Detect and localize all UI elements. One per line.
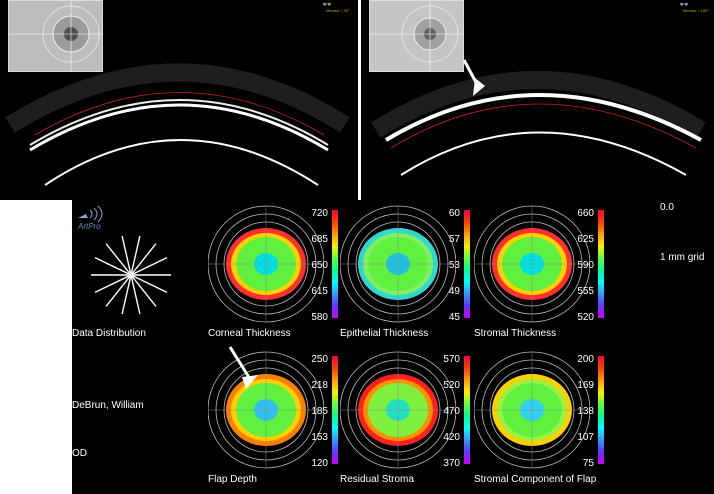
median-label-left: Median = 90° [326,8,350,13]
oct-scan-right: 👓 Median = 180° [361,0,714,200]
colorbar-tick: 685 [311,234,328,245]
scan-thumbnail-right [369,0,464,72]
colorbar-tick: 45 [448,312,460,323]
star-ray [105,274,132,307]
artpro-logo: ArtPro [77,205,103,231]
colorbar-tick: 520 [443,380,460,391]
colorbar-tick: 520 [577,312,594,323]
eye-label: OD [72,448,87,459]
stromal-component-of-flap-colorbar [598,356,604,464]
colorbar-tick: 138 [577,406,594,417]
corneal-thickness-colorbar [332,210,338,318]
star-ray [130,274,168,294]
colorbar-tick: 625 [577,234,594,245]
colorbar-tick: 650 [311,260,328,271]
flap-depth-map[interactable] [208,350,324,470]
colorbar-tick: 420 [443,432,460,443]
colorbar-tick: 615 [311,286,328,297]
colorbar-tick: 470 [443,406,460,417]
data-distribution-label: Data Distribution [72,328,146,339]
grid-label: 1 mm grid [660,252,705,263]
epithelial-thickness-colorbar [464,210,470,318]
colorbar-tick: 49 [448,286,460,297]
scale-value: 0.0 [660,202,674,213]
colorbar-tick: 570 [443,354,460,365]
star-ray [130,274,157,307]
stromal-thickness-map[interactable] [474,204,590,324]
star-ray [105,243,132,276]
data-distribution-star [91,235,171,315]
colorbar-tick: 57 [448,234,460,245]
colorbar-tick: 720 [311,208,328,219]
epithelial-thickness-label: Epithelial Thickness [340,328,429,339]
colorbar-tick: 120 [311,458,328,469]
scan-thumbnail-left [8,0,103,72]
star-ray [130,274,141,315]
colorbar-tick: 590 [577,260,594,271]
colorbar-tick: 185 [311,406,328,417]
stromal-thickness-label: Stromal Thickness [474,328,557,339]
star-ray [121,235,132,276]
cornea-cross-section-right [371,59,706,176]
arrow-head [473,78,485,96]
star-ray [121,274,132,315]
stromal-thickness-colorbar [598,210,604,318]
epithelial-thickness-map[interactable] [340,204,456,324]
residual-stroma-label: Residual Stroma [340,474,414,485]
flap-depth-label: Flap Depth [208,474,257,485]
colorbar-tick: 153 [311,432,328,443]
stromal-component-of-flap-label: Stromal Component of Flap [474,474,597,485]
residual-stroma-colorbar [464,356,470,464]
binoculars-icon[interactable]: 👓 [679,0,689,9]
colorbar-tick: 53 [448,260,460,271]
patient-name: DeBrun, William [72,400,144,411]
colorbar-tick: 75 [582,458,594,469]
residual-stroma-map[interactable] [340,350,456,470]
stromal-component-of-flap-map[interactable] [474,350,590,470]
corneal-thickness-map[interactable] [208,204,324,324]
colorbar-tick: 60 [448,208,460,219]
eye-thumbnail-image [9,1,102,71]
colorbar-tick: 660 [577,208,594,219]
binoculars-icon[interactable]: 👓 [322,0,332,9]
cornea-cross-section-left [5,63,350,186]
median-label-right: Median = 180° [683,8,709,13]
star-ray [94,256,132,276]
star-ray [130,256,168,276]
star-ray [130,235,141,276]
colorbar-tick: 250 [311,354,328,365]
app-logo-label: ArtPro [77,222,101,231]
colorbar-tick: 370 [443,458,460,469]
flap-depth-annotation-arrow [228,346,258,389]
star-ray [94,274,132,294]
colorbar-tick: 200 [577,354,594,365]
colorbar-tick: 580 [311,312,328,323]
flap-depth-colorbar [332,356,338,464]
colorbar-tick: 169 [577,380,594,391]
star-ray [130,243,157,276]
oct-scan-left: 👓 Median = 90° [0,0,358,200]
corneal-thickness-label: Corneal Thickness [208,328,291,339]
colorbar-tick: 107 [577,432,594,443]
thickness-map-panel: ArtPro Data Distribution DeBrun, William… [72,200,714,494]
eye-thumbnail-image [370,1,463,71]
colorbar-tick: 218 [311,380,328,391]
colorbar-tick: 555 [577,286,594,297]
